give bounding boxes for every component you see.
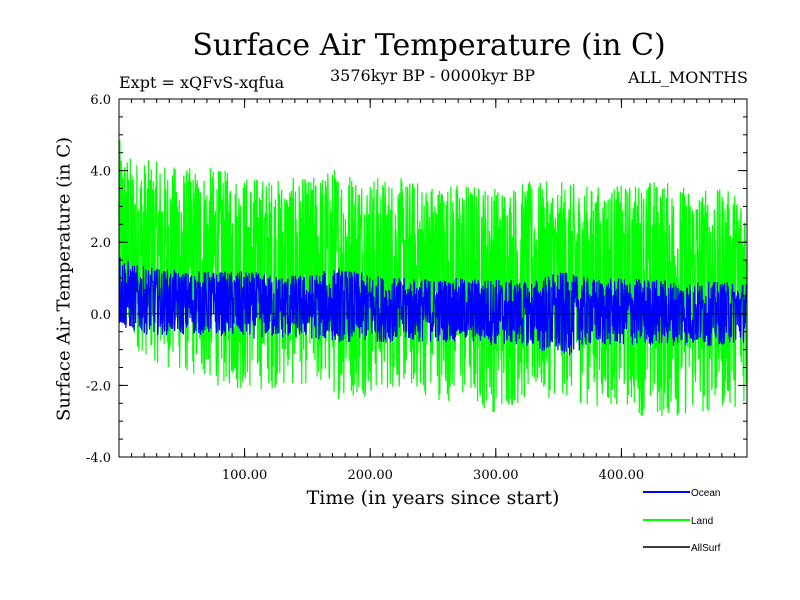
x-tick-label: 200.00 <box>347 468 393 483</box>
x-tick-label: 100.00 <box>222 468 268 483</box>
y-tick-label: 2.0 <box>90 236 111 251</box>
series-ocean-line <box>118 257 748 356</box>
y-tick-label: 0.0 <box>90 308 111 323</box>
experiment-label: Expt = xQFvS-xqfua <box>119 73 285 92</box>
y-tick-label: -4.0 <box>86 451 111 466</box>
legend-label-land: Land <box>691 516 713 527</box>
legend-label-ocean: Ocean <box>691 488 720 499</box>
legend-label-allsurf: AllSurf <box>691 543 721 554</box>
y-tick-label: 6.0 <box>90 93 111 108</box>
x-tick-label: 300.00 <box>473 468 519 483</box>
y-tick-label: -2.0 <box>86 379 111 394</box>
y-tick-label: 4.0 <box>90 165 111 180</box>
months-label: ALL_MONTHS <box>628 68 748 87</box>
chart-title: Surface Air Temperature (in C) <box>192 28 666 63</box>
time-range-label: 3576kyr BP - 0000kyr BP <box>330 66 535 85</box>
x-axis-label: Time (in years since start) <box>306 487 560 509</box>
x-tick-label: 400.00 <box>599 468 645 483</box>
